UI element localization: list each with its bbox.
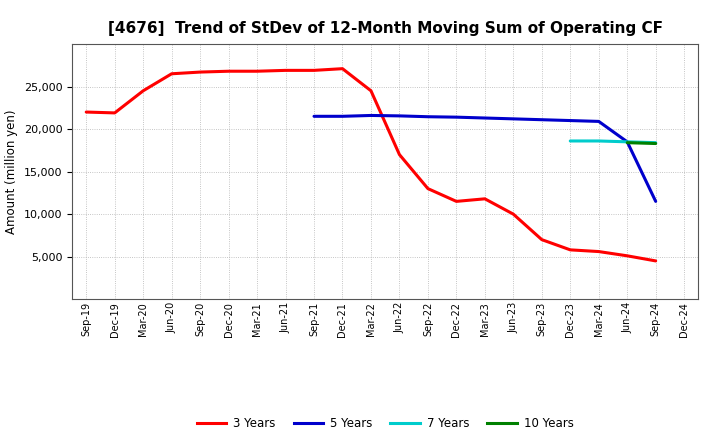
3 Years	[566, 247, 575, 253]
5 Years	[338, 114, 347, 119]
10 Years	[652, 141, 660, 146]
5 Years	[480, 115, 489, 121]
5 Years	[395, 113, 404, 118]
5 Years	[595, 119, 603, 124]
3 Years	[167, 71, 176, 77]
3 Years	[310, 68, 318, 73]
Line: 5 Years: 5 Years	[314, 115, 656, 202]
5 Years	[423, 114, 432, 119]
3 Years	[282, 68, 290, 73]
7 Years	[623, 139, 631, 144]
Legend: 3 Years, 5 Years, 7 Years, 10 Years: 3 Years, 5 Years, 7 Years, 10 Years	[192, 412, 578, 435]
5 Years	[623, 139, 631, 144]
3 Years	[595, 249, 603, 254]
7 Years	[566, 138, 575, 143]
5 Years	[452, 114, 461, 120]
3 Years	[537, 237, 546, 242]
3 Years	[423, 186, 432, 191]
7 Years	[595, 138, 603, 143]
Y-axis label: Amount (million yen): Amount (million yen)	[5, 110, 18, 234]
3 Years	[110, 110, 119, 116]
3 Years	[338, 66, 347, 71]
10 Years	[623, 140, 631, 145]
3 Years	[509, 212, 518, 217]
3 Years	[225, 69, 233, 74]
Line: 7 Years: 7 Years	[570, 141, 656, 143]
5 Years	[537, 117, 546, 122]
3 Years	[253, 69, 261, 74]
3 Years	[139, 88, 148, 93]
5 Years	[652, 199, 660, 204]
3 Years	[623, 253, 631, 258]
5 Years	[566, 118, 575, 123]
3 Years	[395, 152, 404, 157]
5 Years	[366, 113, 375, 118]
3 Years	[82, 110, 91, 115]
5 Years	[509, 116, 518, 121]
7 Years	[652, 140, 660, 145]
3 Years	[480, 196, 489, 202]
5 Years	[310, 114, 318, 119]
3 Years	[366, 88, 375, 93]
3 Years	[452, 199, 461, 204]
Line: 3 Years: 3 Years	[86, 69, 656, 261]
3 Years	[652, 258, 660, 264]
3 Years	[196, 70, 204, 75]
Title: [4676]  Trend of StDev of 12-Month Moving Sum of Operating CF: [4676] Trend of StDev of 12-Month Moving…	[108, 21, 662, 36]
